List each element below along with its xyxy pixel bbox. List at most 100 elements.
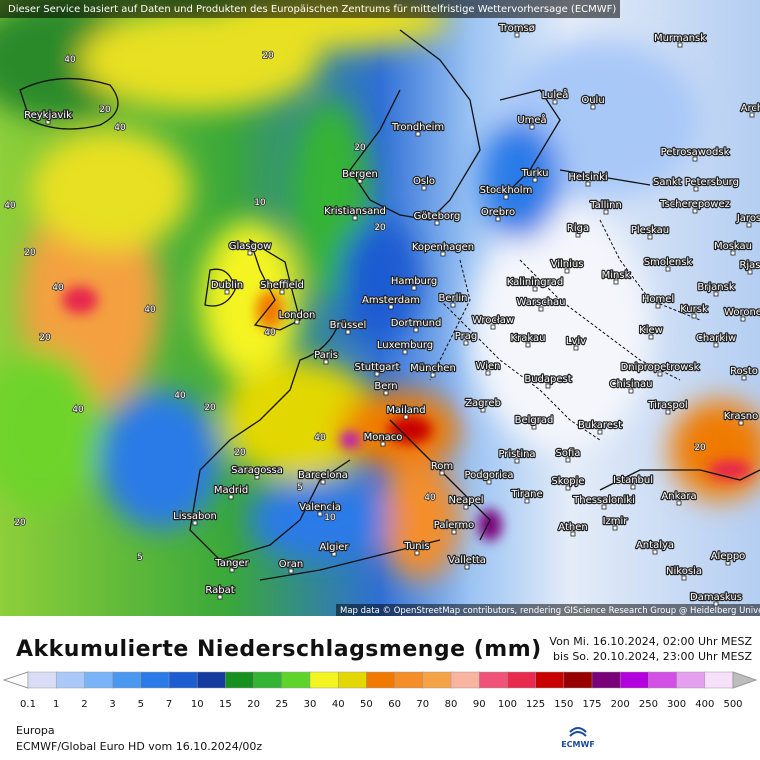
city-marker xyxy=(538,306,544,312)
legend-value: 80 xyxy=(445,699,458,710)
city-marker xyxy=(613,279,619,285)
legend-value: 90 xyxy=(473,699,486,710)
legend-swatch xyxy=(648,671,678,689)
city-marker xyxy=(665,266,671,272)
legend-value: 400 xyxy=(695,699,714,710)
contour-label: 20 xyxy=(234,448,246,458)
city-label: Krakau xyxy=(511,333,546,344)
city-label: Brjansk xyxy=(697,282,734,293)
city-label: Göteborg xyxy=(414,211,461,222)
city-marker xyxy=(352,215,358,221)
city-marker xyxy=(713,342,719,348)
attribution-bar xyxy=(336,604,760,616)
legend-swatch xyxy=(84,671,114,689)
city-marker xyxy=(464,564,470,570)
legend-swatch xyxy=(563,671,593,689)
city-marker xyxy=(490,324,496,330)
city-marker xyxy=(317,511,323,517)
city-marker xyxy=(565,457,571,463)
legend-value: 150 xyxy=(554,699,573,710)
legend-swatch xyxy=(196,671,227,689)
city-marker xyxy=(228,494,234,500)
legend-swatch xyxy=(478,671,509,689)
legend-swatch xyxy=(309,671,339,689)
city-label: Tscherepowez xyxy=(659,199,730,210)
city-label: Saragossa xyxy=(231,465,283,476)
contour-label: 20 xyxy=(354,143,366,153)
color-legend: 0.1 1 2 3 5 7 10 15 20 25 30 40 50 60 70 80 90 100 125 150 1… xyxy=(2,671,758,710)
contour-label: 10 xyxy=(324,513,336,523)
city-label: Stockholm xyxy=(480,185,533,196)
city-label: Sheffield xyxy=(260,280,304,291)
city-label: Istanbul xyxy=(613,475,653,486)
city-marker xyxy=(740,316,746,322)
city-label: Izmir xyxy=(603,516,629,527)
city-label: Rosto xyxy=(730,366,758,377)
city-label: Worone xyxy=(724,307,760,318)
city-marker xyxy=(414,550,420,556)
city-marker xyxy=(691,313,697,319)
city-label: Mailand xyxy=(386,405,425,416)
city-label: Berlin xyxy=(438,293,467,304)
contour-label: 5 xyxy=(297,483,303,493)
city-label: Algier xyxy=(319,542,349,553)
legend-value: 15 xyxy=(219,699,232,710)
city-label: Petrosawodsk xyxy=(661,147,730,158)
legend-swatch xyxy=(394,671,424,689)
city-label: Oslo xyxy=(413,176,435,187)
coastlines xyxy=(19,29,760,581)
city-label: Neapel xyxy=(448,495,483,506)
city-label: Arch xyxy=(741,103,760,114)
city-label: Minsk xyxy=(602,270,631,281)
city-marker xyxy=(224,289,230,295)
contour-label: 40 xyxy=(72,405,84,415)
disclaimer: Dieser Service basiert auf Daten und Pro… xyxy=(8,4,616,15)
city-marker xyxy=(388,304,394,310)
legend-swatch xyxy=(55,671,86,689)
contour-label: 40 xyxy=(4,201,16,211)
city-label: Zagreb xyxy=(465,398,501,409)
legend-swatch xyxy=(168,671,198,689)
city-marker xyxy=(450,302,456,308)
city-label: Ankara xyxy=(661,491,696,502)
city-marker xyxy=(374,371,380,377)
contour-label: 20 xyxy=(374,223,386,233)
city-marker xyxy=(463,340,469,346)
city-marker xyxy=(738,420,744,426)
map: Dieser Service basiert auf Daten und Pro… xyxy=(0,0,760,616)
city-label: Krasno xyxy=(724,411,758,422)
city-marker xyxy=(746,222,752,228)
city-label: Prag xyxy=(455,331,477,342)
city-label: Tirane xyxy=(510,489,542,500)
city-marker xyxy=(514,32,520,38)
city-label: Dublin xyxy=(211,280,243,291)
legend-value: 125 xyxy=(526,699,545,710)
city-marker xyxy=(575,232,581,238)
city-marker xyxy=(503,194,509,200)
city-marker xyxy=(413,327,419,333)
city-marker xyxy=(612,525,618,531)
city-marker xyxy=(279,289,285,295)
legend-value: 50 xyxy=(360,699,373,710)
city-marker xyxy=(545,383,551,389)
contour-labels: 40 20402040204040402040205102040205102040… xyxy=(3,50,706,564)
legend-low-arrow xyxy=(2,671,29,689)
city-label: Oran xyxy=(279,559,303,570)
city-label: Belgrad xyxy=(515,415,554,426)
legend-value: 1 xyxy=(53,699,59,710)
city-label: Helsinki xyxy=(568,172,607,183)
legend-swatch xyxy=(704,671,734,689)
legend-swatch xyxy=(450,671,480,689)
city-marker xyxy=(573,345,579,351)
legend-value: 500 xyxy=(723,699,742,710)
logo-text: ECMWF xyxy=(561,740,595,749)
city-label: Palermo xyxy=(434,520,474,531)
period-to: bis So. 20.10.2024, 23:00 Uhr MESZ xyxy=(553,650,752,663)
city-marker xyxy=(288,568,294,574)
legend-value: 60 xyxy=(388,699,401,710)
city-label: Wien xyxy=(476,361,501,372)
legend-swatch xyxy=(591,671,621,689)
contour-label: 40 xyxy=(114,123,126,133)
city-marker xyxy=(741,375,747,381)
